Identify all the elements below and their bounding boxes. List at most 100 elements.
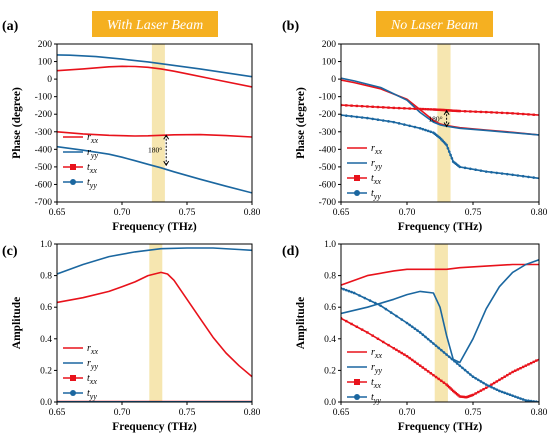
legend-label-txx: txx [87,162,97,175]
series-marker-txx [490,383,493,386]
x-tick-label: 0.75 [465,408,482,418]
x-tick-label: 0.65 [49,208,66,218]
y-tick-label: 0.0 [40,398,52,408]
series-line-ryy [341,77,539,136]
y-tick-label: -100 [35,93,53,103]
series-marker-txx [376,105,380,109]
series-line-rxx [57,65,252,88]
y-tick-label: 0.2 [324,366,336,376]
arrow-head-down [163,160,170,167]
series-marker-txx [450,388,454,391]
series-marker-tyy [506,392,509,396]
series-marker-tyy [474,377,477,380]
legend-label-txx: txx [87,373,97,386]
y-tick-label: -300 [319,128,337,138]
series-marker-txx [492,381,496,385]
series-marker-tyy [498,389,501,393]
series-marker-tyy [371,117,374,121]
x-axis-label: Frequency (THz) [398,221,483,233]
series-marker-txx [429,372,432,375]
series-marker-tyy [506,172,509,176]
series-marker-txx [371,105,374,108]
series-marker-tyy [476,378,480,382]
series-marker-tyy [363,296,367,300]
series-marker-tyy [490,385,493,389]
legend-label-tyy: tyy [371,188,381,201]
series-marker-txx [345,319,348,323]
legend-marker [354,379,360,385]
series-marker-tyy [408,124,411,128]
legend-label-rxx: rxx [371,143,382,156]
series-marker-tyy [387,120,390,123]
series-marker-tyy [384,307,388,311]
series-marker-tyy [350,114,353,118]
series-line-txx [57,131,252,138]
series-marker-txx [413,107,417,110]
series-marker-txx [376,337,380,340]
series-marker-tyy [500,390,504,394]
series-marker-txx [535,359,538,362]
series-marker-tyy [521,174,525,178]
arrow-head-down [443,122,450,128]
x-tick-label: 0.75 [179,408,196,418]
annotation-label: 180° [428,115,442,124]
series-marker-tyy [405,321,409,325]
series-marker-txx [360,328,364,331]
series-marker-txx [426,370,430,373]
series-marker-txx [454,109,458,113]
x-tick-label: 0.75 [465,208,482,218]
series-marker-txx [432,108,435,111]
y-tick-label: -200 [35,110,53,120]
series-marker-tyy [392,120,396,124]
series-marker-tyy [381,119,385,122]
series-marker-txx [516,112,520,115]
series-marker-tyy [479,380,483,383]
series-marker-tyy [344,114,348,117]
legend-label-tyy: tyy [87,388,97,401]
y-tick-label: -700 [319,198,337,208]
series-marker-tyy [418,331,422,334]
x-tick-label: 0.70 [114,208,131,218]
y-tick-label: 0.8 [40,272,52,282]
arrow-head-up [443,109,450,115]
series-marker-txx [392,347,395,350]
series-marker-txx [529,361,533,365]
series-marker-tyy [516,396,520,399]
series-marker-tyy [350,290,353,294]
panel-b: (b) No Laser Beam 180° 0.65 0.70 0.75 0.80 -700… [282,11,548,233]
series-marker-txx [411,358,414,362]
y-axis-label: Amplitude [295,297,307,349]
series-marker-txx [360,105,364,108]
series-marker-txx [444,108,447,112]
series-marker-tyy [408,323,411,327]
plot-frame [340,43,540,203]
legend: rxx ryy txx tyy [63,132,98,190]
series-marker-txx [448,385,451,389]
series-marker-tyy [461,366,464,370]
x-tick-label: 0.80 [531,408,548,418]
y-tick-label: 1.0 [40,240,52,250]
series-marker-tyy [484,170,488,173]
legend: rxx ryy txx tyy [347,347,382,405]
series-marker-tyy [503,391,506,395]
y-tick-label: 100 [322,58,337,68]
series-marker-txx [469,394,472,398]
series-marker-txx [424,107,427,111]
series-marker-txx [459,395,463,398]
series-marker-txx [441,108,444,112]
series-group [57,54,252,194]
series-marker-txx [397,106,401,110]
series-marker-txx [498,378,501,382]
y-tick-label: 100 [38,58,53,68]
series-marker-tyy [395,314,398,318]
series-marker-tyy [463,368,467,372]
series-marker-tyy [352,291,356,295]
x-axis-label: Frequency (THz) [398,421,483,433]
series-marker-tyy [516,174,520,177]
series-marker-txx [392,106,395,110]
legend-label-tyy: tyy [87,177,97,190]
plot-frame [56,243,253,403]
x-tick-label: 0.80 [531,208,548,218]
y-tick-label: 200 [38,40,53,50]
series-marker-txx [341,317,343,320]
